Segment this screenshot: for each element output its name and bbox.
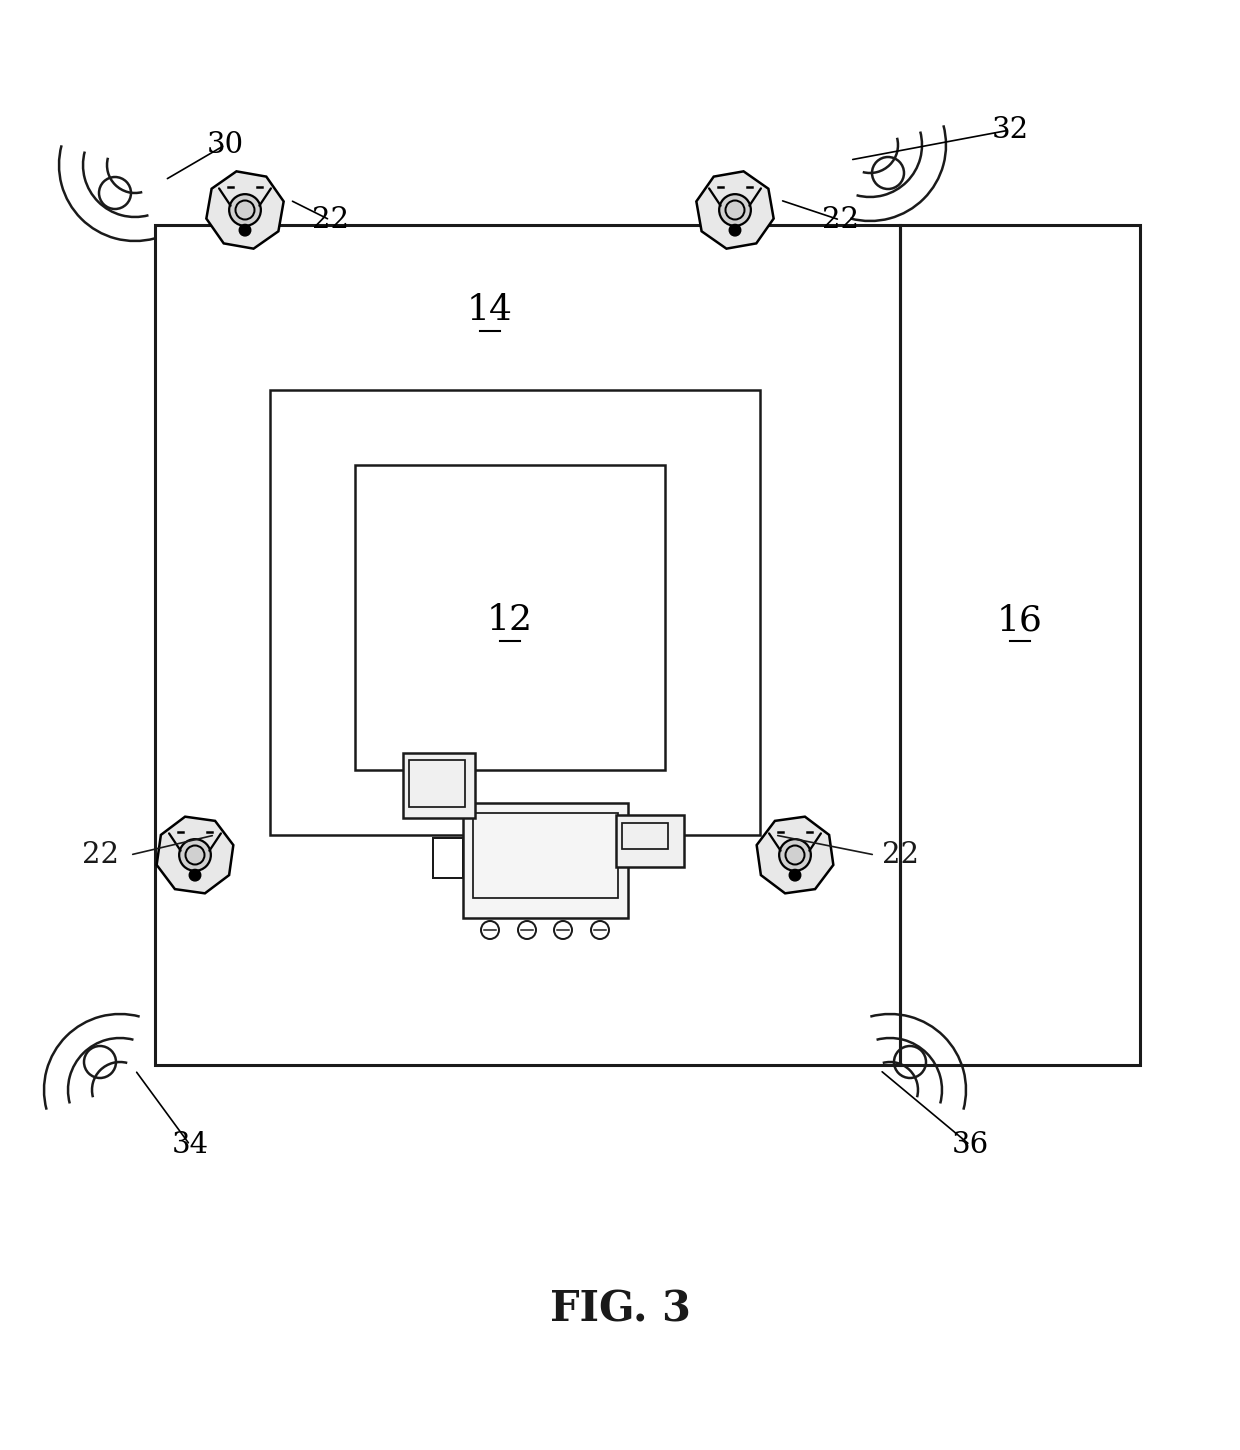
Circle shape xyxy=(719,194,751,226)
Bar xyxy=(463,803,627,918)
Text: 34: 34 xyxy=(171,1131,208,1159)
Circle shape xyxy=(229,194,260,226)
Circle shape xyxy=(779,840,811,871)
Bar xyxy=(403,753,475,818)
Circle shape xyxy=(179,840,211,871)
Polygon shape xyxy=(156,816,233,893)
Text: 22: 22 xyxy=(82,841,119,869)
Text: 30: 30 xyxy=(206,130,243,160)
Bar xyxy=(900,225,1140,1064)
Circle shape xyxy=(729,225,740,236)
Text: 16: 16 xyxy=(997,603,1043,637)
Bar xyxy=(472,813,618,898)
Text: 14: 14 xyxy=(467,293,513,328)
Text: FIG. 3: FIG. 3 xyxy=(549,1289,691,1331)
Polygon shape xyxy=(697,171,774,248)
Text: 32: 32 xyxy=(992,116,1028,144)
Text: 36: 36 xyxy=(951,1131,988,1159)
Bar xyxy=(355,465,665,770)
Circle shape xyxy=(239,225,250,236)
Bar xyxy=(433,838,463,879)
Bar xyxy=(622,824,668,850)
Bar xyxy=(155,225,900,1064)
Text: 22: 22 xyxy=(882,841,919,869)
Bar xyxy=(616,815,684,867)
Circle shape xyxy=(190,870,201,882)
Circle shape xyxy=(789,870,801,882)
Text: 12: 12 xyxy=(487,603,533,637)
Bar xyxy=(270,390,760,835)
Bar xyxy=(409,760,465,808)
Polygon shape xyxy=(206,171,284,248)
Polygon shape xyxy=(756,816,833,893)
Text: 22: 22 xyxy=(311,206,348,233)
Text: 22: 22 xyxy=(821,206,858,233)
